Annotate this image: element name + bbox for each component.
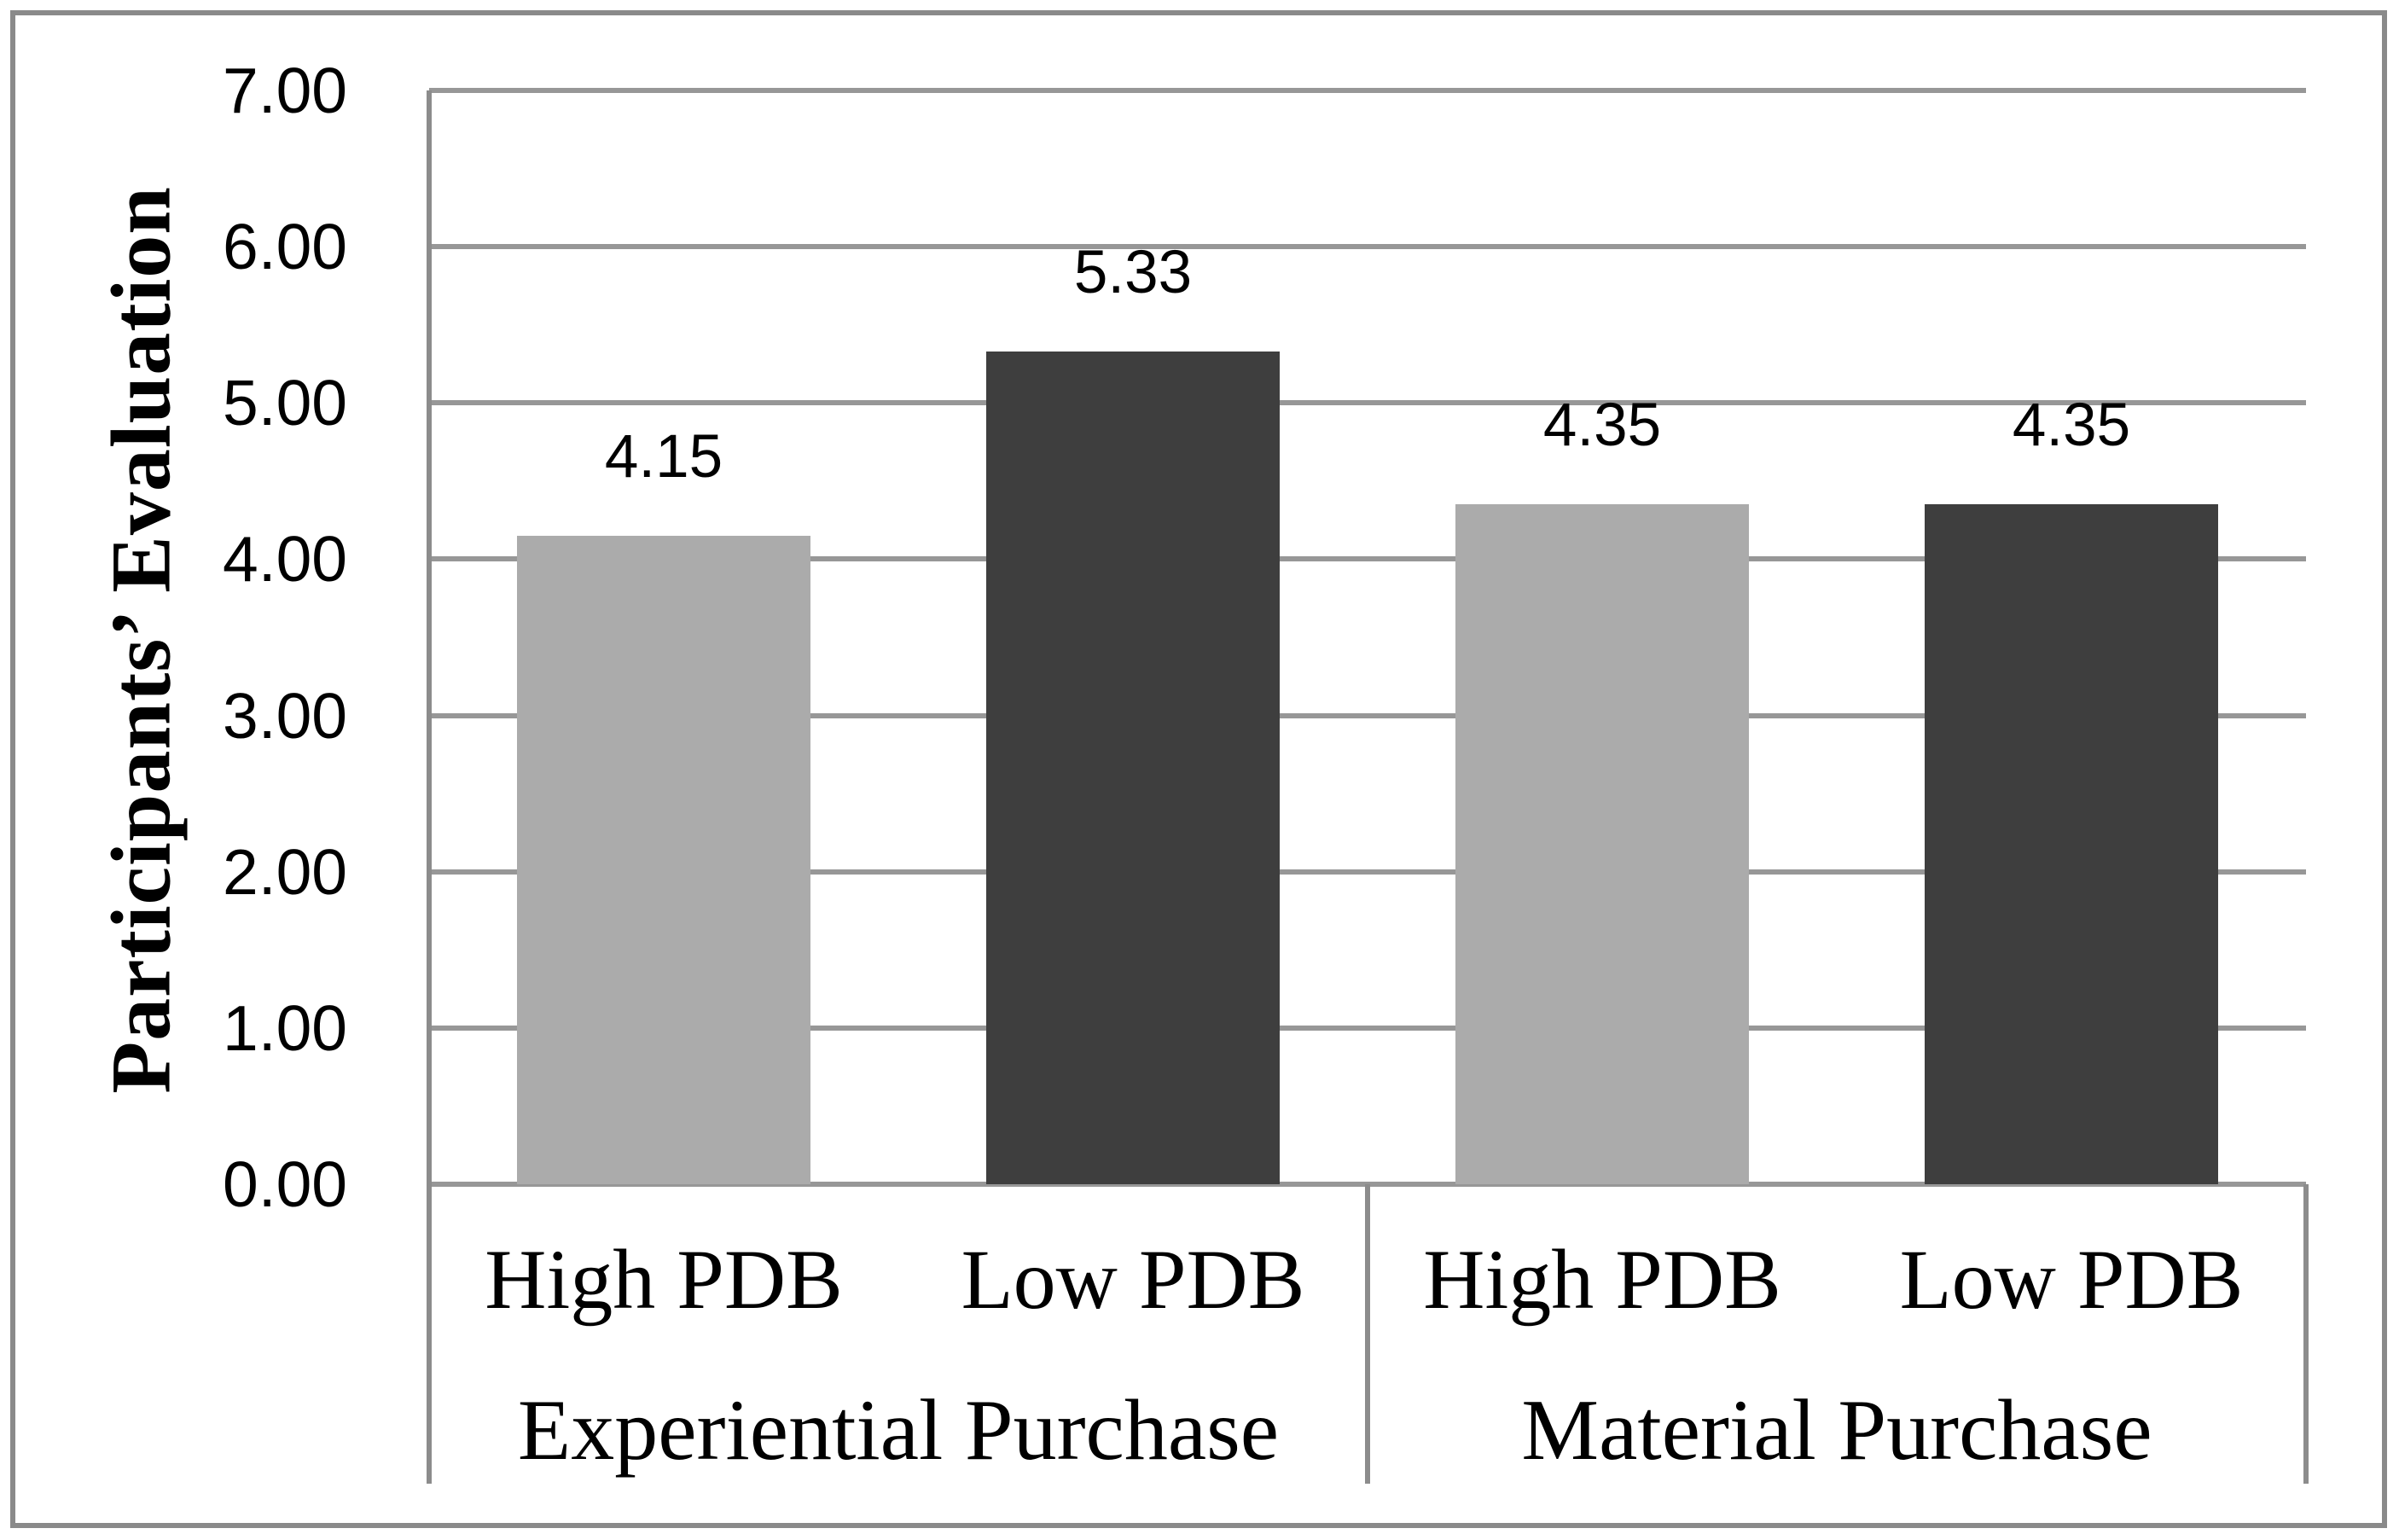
- group-label-experiential-purchase: Experiential Purchase: [517, 1382, 1280, 1479]
- bar-low-pdb-1: [986, 351, 1280, 1184]
- y-axis-title-text: Participants’ Evaluation: [93, 186, 189, 1094]
- gridline-2.00: [429, 869, 2306, 875]
- gridline-1.00: [429, 1025, 2306, 1031]
- bar-low-pdb-3: [1925, 504, 2218, 1184]
- bar-value-label: 4.35: [1542, 392, 1662, 460]
- bar-value-label: 5.33: [1073, 238, 1193, 306]
- gridline-5.00: [429, 400, 2306, 406]
- axis-end-line: [2303, 1184, 2309, 1484]
- bar-value-label: 4.15: [604, 422, 723, 491]
- gridline-3.00: [429, 712, 2306, 718]
- y-tick-label: 6.00: [223, 211, 347, 283]
- y-tick-label: 5.00: [223, 367, 347, 439]
- y-axis-line: [427, 90, 432, 1484]
- y-tick-label: 7.00: [223, 55, 347, 126]
- bar-value-label: 4.35: [2012, 392, 2131, 460]
- group-divider-line: [1365, 1184, 1370, 1484]
- y-tick-label: 3.00: [223, 679, 347, 752]
- bar-high-pdb-2: [1455, 504, 1749, 1184]
- plot-area: 4.15 5.33 4.35 4.35: [429, 88, 2306, 1187]
- gridline-7.00: [429, 88, 2306, 93]
- group-label-material-purchase: Material Purchase: [1521, 1382, 2152, 1479]
- bar-high-pdb-0: [517, 535, 810, 1184]
- category-label-high-pdb: High PDB: [485, 1232, 843, 1327]
- y-tick-label: 4.00: [223, 523, 347, 596]
- y-tick-label: 0.00: [223, 1148, 347, 1220]
- y-tick-label: 1.00: [223, 991, 347, 1064]
- category-label-low-pdb: Low PDB: [961, 1232, 1305, 1327]
- category-label-low-pdb: Low PDB: [1899, 1232, 2244, 1327]
- y-tick-label: 2.00: [223, 835, 347, 908]
- figure-border: [10, 10, 2387, 1528]
- category-label-high-pdb: High PDB: [1423, 1232, 1781, 1327]
- gridline-4.00: [429, 556, 2306, 562]
- gridline-6.00: [429, 244, 2306, 250]
